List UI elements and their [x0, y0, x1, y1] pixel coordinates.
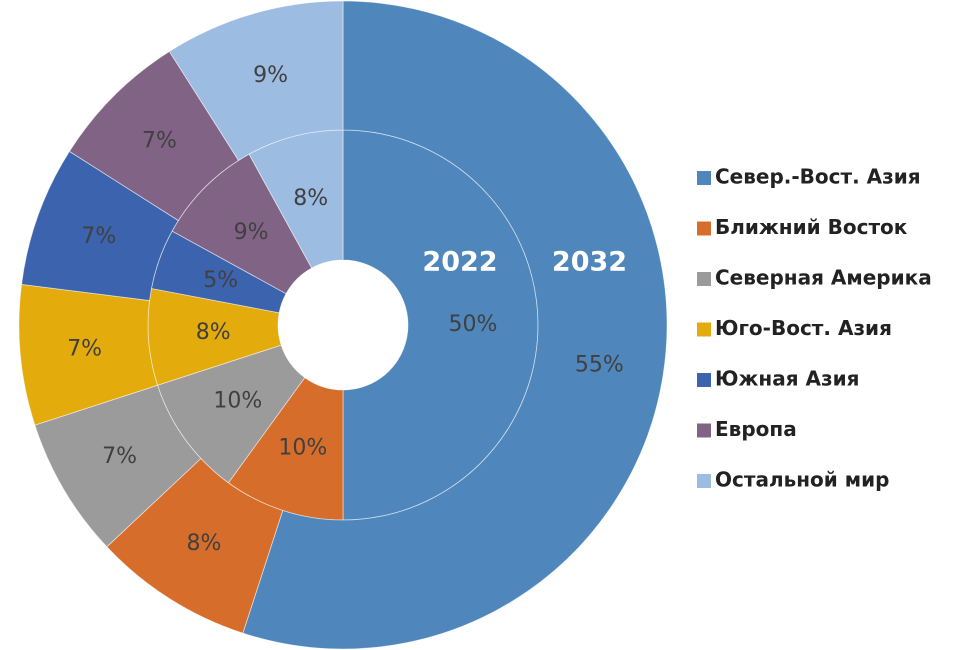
legend-swatch	[697, 322, 711, 337]
value-label: 7%	[67, 336, 102, 361]
value-label: 9%	[253, 63, 288, 88]
value-label: 7%	[81, 224, 116, 249]
value-label: 10%	[278, 436, 327, 461]
legend-swatch	[697, 171, 711, 185]
value-label: 9%	[234, 220, 269, 245]
value-label: 8%	[293, 186, 328, 211]
slice	[168, 0, 344, 161]
legend-label: Южная Азия	[715, 367, 859, 391]
legend-label: Ближний Восток	[715, 215, 908, 239]
value-label: 7%	[102, 444, 137, 469]
value-label: 10%	[213, 388, 262, 413]
value-label: 55%	[575, 353, 624, 378]
legend-label: Остальной мир	[715, 468, 889, 492]
legend-swatch	[697, 272, 711, 286]
value-label: 7%	[142, 129, 177, 154]
legend-swatch	[697, 423, 711, 438]
legend-label: Юго-Вост. Азия	[715, 316, 892, 340]
series-label: 2022	[422, 247, 497, 278]
legend-label: Север.-Вост. Азия	[715, 165, 921, 189]
legend-swatch	[697, 221, 711, 236]
value-label: 5%	[203, 268, 238, 293]
slice	[242, 0, 668, 650]
legend-swatch	[697, 474, 711, 488]
series-label: 2032	[552, 247, 627, 278]
value-label: 50%	[449, 312, 498, 337]
hole	[278, 260, 408, 390]
value-label: 8%	[196, 320, 231, 345]
legend-swatch	[697, 373, 711, 387]
legend-label: Европа	[715, 417, 797, 441]
value-label: 8%	[186, 531, 221, 556]
legend-label: Северная Америка	[715, 266, 932, 290]
